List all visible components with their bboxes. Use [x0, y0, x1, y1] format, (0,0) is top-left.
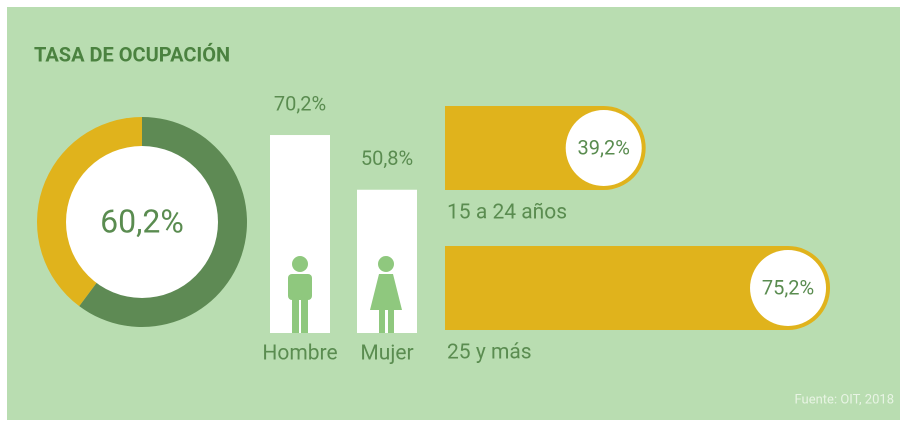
value-badge — [565, 110, 642, 186]
category-label: Hombre — [262, 342, 337, 366]
bar-value-label: 70,2% — [274, 91, 326, 115]
category-label: 25 y más — [447, 341, 532, 365]
category-label: Mujer — [360, 342, 413, 366]
bar-value-label: 75,2% — [762, 275, 814, 299]
value-badge — [750, 250, 827, 326]
man-icon — [288, 256, 312, 333]
bar — [270, 135, 330, 333]
category-label: 15 a 24 años — [447, 201, 567, 225]
bar-value-label: 50,8% — [361, 146, 413, 170]
bar — [445, 246, 831, 330]
bar-value-label: 39,2% — [578, 135, 630, 159]
title: TASA DE OCUPACIÓN — [34, 42, 230, 66]
source: Fuente: OIT, 2018 — [795, 392, 894, 407]
woman-icon — [370, 256, 402, 333]
donut-label: 60,2% — [100, 202, 184, 240]
donut-hole — [66, 146, 218, 298]
